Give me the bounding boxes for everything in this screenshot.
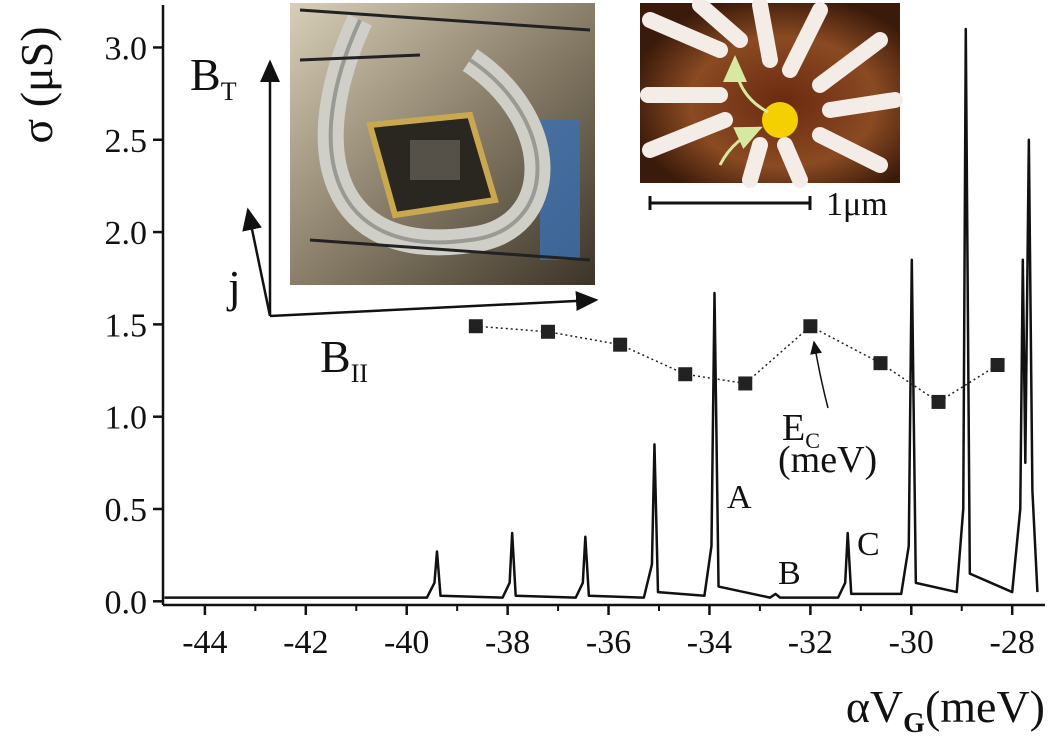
ec-point [873,356,888,371]
field-axes [242,59,599,318]
bt-label: BT [190,49,237,106]
ec-point [468,319,483,334]
x-title-unit: (meV) [925,681,1045,732]
peak-label: C [857,526,880,563]
x-tick-label: -32 [788,624,833,661]
y-axis-title: σ (μS) [11,26,62,143]
y-tick-label: 3.0 [105,30,148,67]
bpar-main: B [320,331,351,382]
ec-main: E [782,407,805,449]
x-title-sub: G [903,708,925,739]
ec-line [475,325,998,403]
peak-label: B [778,555,801,592]
x-tick-label: -30 [889,624,934,661]
x-tick-label: -44 [182,624,227,661]
ec-unit: (meV) [778,439,877,481]
y-tick-label: 0.0 [105,584,148,621]
ec-arrow [810,340,829,409]
y-tick-label: 0.5 [105,492,148,529]
y-tick-label: 1.5 [105,307,148,344]
x-axis-title: αVG(meV) [846,681,1045,739]
bpar-sub: II [351,359,368,388]
j-label: j [226,261,241,312]
cryostat-photo [290,3,595,285]
device-image [640,0,903,210]
ec-point [931,394,946,409]
peak-label: A [727,479,752,516]
ec-point [803,319,818,334]
ec-sub: C [805,428,820,453]
x-tick-label: -38 [485,624,530,661]
x-tick-label: -34 [687,624,732,661]
x-tick-label: -40 [384,624,429,661]
scale-label: 1μm [826,186,888,223]
y-tick-label: 2.0 [105,215,148,252]
x-tick-label: -28 [990,624,1035,661]
y-tick-label: 2.5 [105,123,148,160]
bt-main: B [190,49,221,100]
y-tick-label: 1.0 [105,400,148,437]
bpar-label: BII [320,331,368,388]
ec-label: EC [782,407,820,453]
ec-point [990,358,1005,372]
x-title-main: αV [846,681,903,732]
ec-point [738,376,753,391]
x-tick-label: -42 [283,624,328,661]
conductance-line [164,27,1039,599]
x-tick-label: -36 [586,624,631,661]
ec-point [678,367,693,382]
ec-point [613,337,628,352]
ec-point [540,324,555,339]
bt-sub: T [221,77,237,106]
